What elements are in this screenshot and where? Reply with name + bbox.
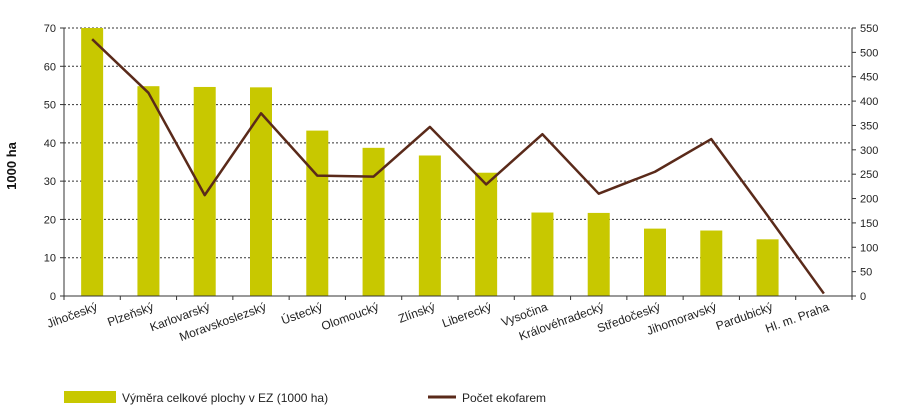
bar	[137, 86, 160, 297]
bar	[306, 130, 329, 296]
y2-tick-label: 400	[860, 96, 878, 108]
y-tick-label: 70	[44, 23, 56, 35]
category-labels: Jihočeský PlzeňskýKarlovarskýMoravskoslez…	[45, 299, 831, 344]
line-path	[91, 38, 825, 295]
bar	[193, 86, 216, 297]
category-label: Plzeňský	[106, 300, 156, 330]
bar	[756, 239, 779, 296]
y2-tick-label: 350	[860, 120, 878, 132]
y-tick-label: 40	[44, 138, 56, 150]
category-label: Olomoucký	[319, 300, 380, 334]
bar	[418, 155, 441, 296]
y2-tick-label: 550	[860, 23, 878, 35]
y2-tick-label: 300	[860, 145, 878, 157]
legend: Výměra celkové plochy v EZ (1000 ha) Poč…	[64, 391, 546, 405]
y2-tick-label: 250	[860, 169, 878, 181]
y-tick-label: 50	[44, 100, 56, 112]
right-axis-ticks: 0 50 100 150 200 250 300 350 400 450 500 550	[852, 23, 878, 303]
bar	[250, 87, 272, 296]
y2-tick-label: 0	[860, 291, 866, 303]
bar	[587, 212, 610, 296]
category-label: Ústecký	[279, 299, 324, 328]
legend-bar-swatch	[64, 391, 116, 403]
y2-tick-label: 150	[860, 218, 878, 230]
y-tick-label: 30	[44, 176, 56, 188]
category-label: Hl. m. Praha	[763, 300, 831, 336]
y-tick-label: 10	[44, 253, 56, 265]
legend-bar-label: Výměra celkové plochy v EZ (1000 ha)	[122, 391, 328, 405]
y-tick-label: 0	[50, 291, 56, 303]
grid-lines	[64, 27, 852, 259]
category-label: Liberecký	[440, 300, 493, 331]
line-series	[91, 38, 825, 295]
y-tick-label: 20	[44, 214, 56, 226]
legend-line-label: Počet ekofarem	[462, 391, 546, 405]
left-axis-ticks: 0 10 20 30 40 50 60 70	[44, 23, 64, 303]
category-label: Zlínský	[396, 300, 437, 326]
bar	[644, 228, 666, 296]
bar	[700, 230, 723, 296]
y-tick-label: 60	[44, 61, 56, 73]
y2-tick-label: 200	[860, 194, 878, 206]
bar	[475, 172, 498, 296]
bar	[531, 212, 554, 296]
y2-tick-label: 100	[860, 242, 878, 254]
y2-tick-label: 50	[860, 267, 872, 279]
bar-series	[81, 28, 779, 297]
category-label: Jihočeský	[45, 300, 99, 331]
y2-tick-label: 450	[860, 72, 878, 84]
bar	[81, 28, 104, 296]
axes	[63, 28, 853, 300]
y2-tick-label: 500	[860, 47, 878, 59]
bar	[362, 147, 385, 296]
y-axis-label: 1000 ha	[4, 141, 19, 189]
